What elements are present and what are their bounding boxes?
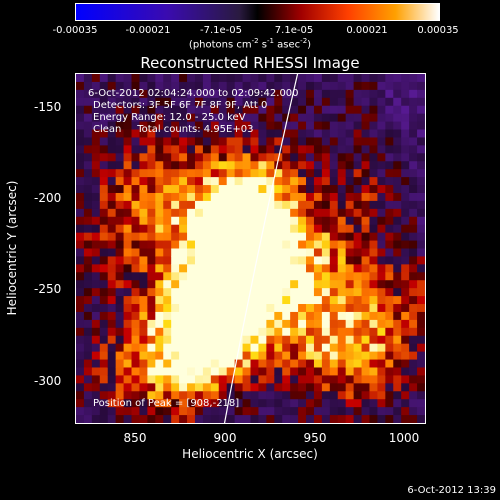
x-tick: 900 bbox=[213, 431, 237, 445]
colorbar-tick: -0.00021 bbox=[125, 25, 171, 36]
energy-range-label: Energy Range: 12.0 - 25.0 keV bbox=[93, 112, 246, 123]
colorbar bbox=[75, 3, 440, 21]
time-range-label: 6-Oct-2012 02:04:24.000 to 02:09:42.000 bbox=[88, 88, 299, 99]
x-tick: 950 bbox=[303, 431, 327, 445]
x-axis-label: Heliocentric X (arcsec) bbox=[182, 447, 318, 461]
colorbar-tick: -7.1e-05 bbox=[200, 25, 242, 36]
rhessi-image bbox=[75, 73, 426, 424]
y-tick: -200 bbox=[34, 191, 62, 205]
x-tick: 1000 bbox=[388, 431, 420, 445]
y-axis-label: Heliocentric Y (arcsec) bbox=[5, 180, 19, 316]
x-tick: 850 bbox=[123, 431, 147, 445]
solar-limb-line bbox=[223, 74, 299, 423]
y-tick: -250 bbox=[34, 282, 62, 296]
clean-counts-label: Clean Total counts: 4.95E+03 bbox=[93, 124, 254, 135]
detectors-label: Detectors: 3F 5F 6F 7F 8F 9F, Att 0 bbox=[93, 100, 268, 111]
plot-title: Reconstructed RHESSI Image bbox=[140, 54, 360, 72]
colorbar-tick: 0.00035 bbox=[417, 25, 459, 36]
timestamp-footer: 6-Oct-2012 13:39 bbox=[407, 485, 496, 496]
peak-position-label: Position of Peak = [908,-218] bbox=[93, 398, 240, 409]
colorbar-tick: -0.00035 bbox=[52, 25, 98, 36]
y-tick: -150 bbox=[34, 100, 62, 114]
colorbar-tick: 0.00021 bbox=[346, 25, 388, 36]
colorbar-tick: 7.1e-05 bbox=[274, 25, 314, 36]
y-tick: -300 bbox=[34, 374, 62, 388]
colorbar-units: (photons cm-2 s-1 asec-2) bbox=[188, 37, 312, 51]
